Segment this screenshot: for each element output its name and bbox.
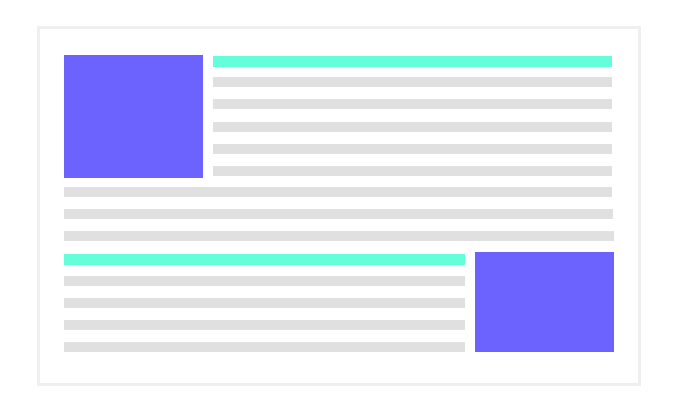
text-line-4	[213, 144, 612, 154]
heading-bar-top	[213, 56, 612, 67]
text-line-5	[213, 166, 612, 176]
text-line-7	[64, 209, 613, 219]
text-line-10	[64, 298, 465, 308]
text-line-3	[213, 122, 612, 132]
text-line-9	[64, 276, 465, 286]
text-line-12	[64, 342, 465, 352]
text-line-1	[213, 77, 612, 87]
image-placeholder-top-left	[64, 55, 203, 178]
text-line-2	[213, 99, 612, 109]
text-line-11	[64, 320, 465, 330]
text-line-6	[64, 187, 612, 197]
text-line-8	[64, 231, 614, 241]
image-placeholder-bottom-right	[475, 252, 614, 352]
heading-bar-bottom	[64, 254, 465, 265]
